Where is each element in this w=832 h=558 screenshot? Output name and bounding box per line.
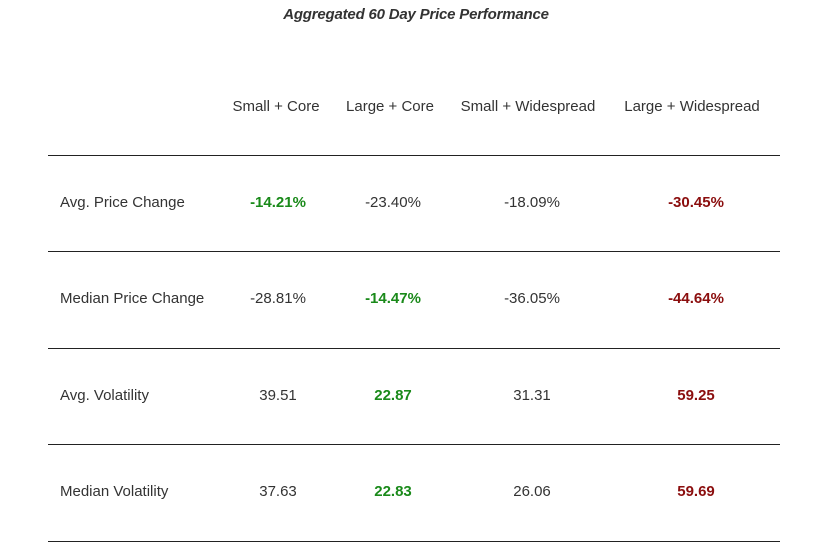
table-cell: 22.87	[374, 387, 412, 404]
table-cell: 37.63	[259, 483, 297, 500]
table-cell: -44.64%	[668, 290, 724, 307]
table-rule-row-3	[48, 444, 780, 445]
column-header-large-widespread: Large + Widespread	[624, 98, 760, 115]
table-rule-row-1	[48, 251, 780, 252]
table-cell: -18.09%	[504, 194, 560, 211]
table-cell: -23.40%	[365, 194, 421, 211]
row-label-median-price-change: Median Price Change	[60, 290, 205, 307]
row-label-avg-volatility: Avg. Volatility	[60, 387, 149, 404]
table-cell: -14.21%	[250, 194, 306, 211]
table-cell: 31.31	[513, 387, 551, 404]
column-header-small-core: Small + Core	[232, 98, 320, 115]
table-cell: -14.47%	[365, 290, 421, 307]
table-title: Aggregated 60 Day Price Performance	[283, 6, 549, 23]
column-header-small-widespread: Small + Widespread	[460, 98, 596, 115]
table-cell: 39.51	[259, 387, 297, 404]
row-label-avg-price-change: Avg. Price Change	[60, 194, 185, 211]
column-header-large-core: Large + Core	[346, 98, 434, 115]
table-cell: -36.05%	[504, 290, 560, 307]
table-cell: 59.25	[677, 387, 715, 404]
table-cell: -28.81%	[250, 290, 306, 307]
table-cell: 22.83	[374, 483, 412, 500]
table-cell: 59.69	[677, 483, 715, 500]
table-cell: 26.06	[513, 483, 551, 500]
row-label-median-volatility: Median Volatility	[60, 483, 169, 500]
table-rule-header	[48, 155, 780, 156]
table-rule-row-4	[48, 541, 780, 542]
table-cell: -30.45%	[668, 194, 724, 211]
table-rule-row-2	[48, 348, 780, 349]
